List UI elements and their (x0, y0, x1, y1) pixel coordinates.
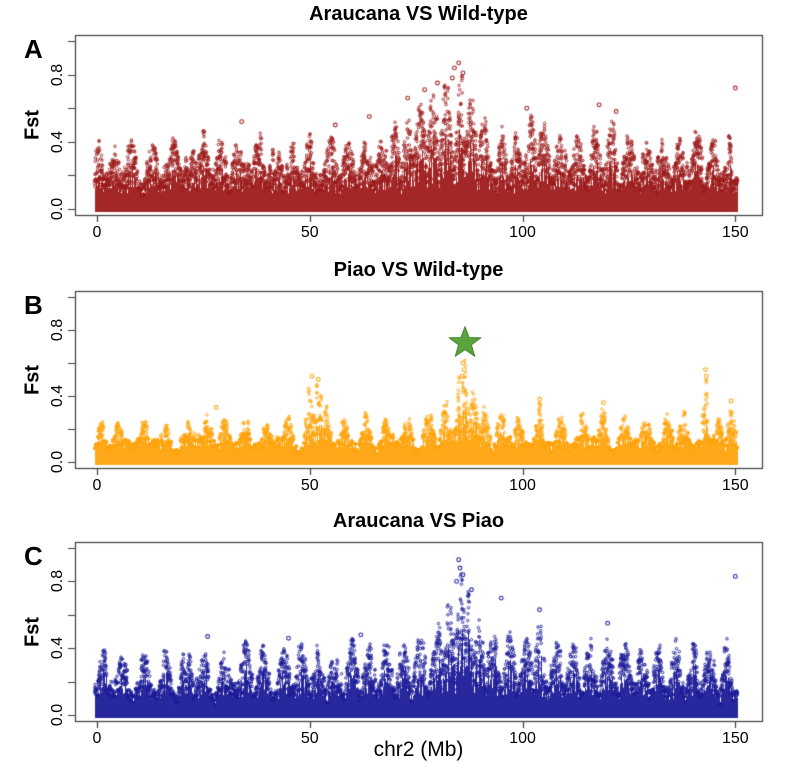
x-tick-label: 100 (509, 477, 536, 494)
y-tick-label: 0.4 (49, 384, 66, 408)
x-tick-label: 150 (721, 224, 749, 241)
y-tick-label: 0.0 (49, 197, 66, 221)
x-tick-label: 100 (509, 224, 536, 241)
y-tick-label: 0.8 (49, 63, 66, 86)
x-tick-label: 150 (721, 730, 749, 747)
x-axis-label: chr2 (Mb) (373, 738, 464, 761)
x-tick-label: 100 (509, 730, 536, 747)
x-tick-label: 150 (721, 477, 749, 494)
panel-letter-a: A (24, 34, 43, 64)
y-tick-label: 0.0 (49, 450, 66, 474)
y-axis-label-fst: Fst (21, 364, 44, 395)
panel-letter-b: B (24, 290, 43, 320)
y-tick-label: 0.8 (49, 570, 66, 593)
x-tick-label: 50 (300, 477, 319, 494)
panel-title-a: Araucana VS Wild-type (309, 3, 528, 25)
y-tick-label: 0.8 (49, 318, 66, 342)
panel-letter-c: C (24, 541, 43, 571)
x-tick-label: 50 (300, 224, 319, 241)
panel-title-c: Araucana VS Piao (332, 510, 505, 532)
panel-title-b: Piao VS Wild-type (333, 259, 504, 281)
y-tick-label: 0.4 (49, 637, 66, 660)
y-tick-label: 0.0 (49, 703, 66, 727)
y-tick-label: 0.4 (49, 130, 66, 153)
x-tick-label: 0 (92, 730, 102, 747)
x-tick-label: 0 (92, 477, 102, 494)
x-tick-label: 0 (92, 224, 102, 241)
y-axis-label-fst: Fst (21, 110, 44, 140)
highlight-star-icon (448, 325, 482, 357)
x-tick-label: 50 (300, 730, 319, 747)
y-axis-label-fst: Fst (21, 616, 44, 647)
